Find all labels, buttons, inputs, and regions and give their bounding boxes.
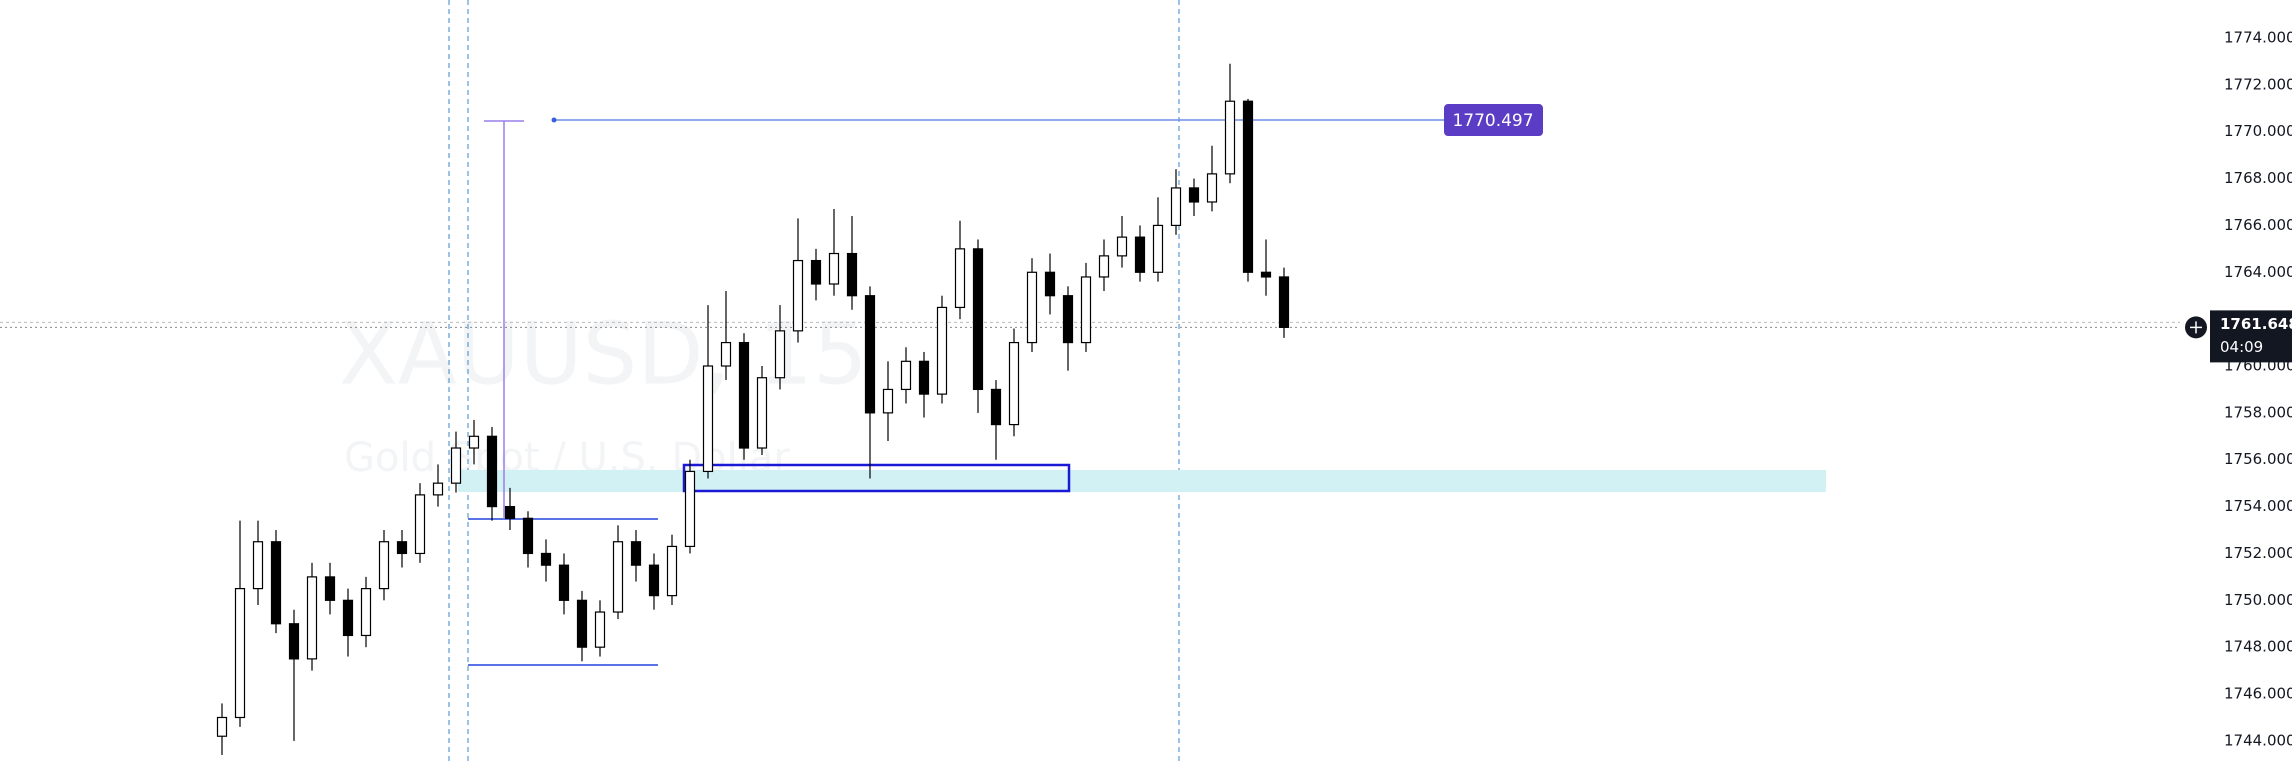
watermark-symbol: XAUUSD, 15 [339, 304, 868, 404]
y-tick-label: 1774.000 [2224, 28, 2292, 46]
candle-body [450, 447, 462, 484]
candle-body [594, 611, 606, 648]
candle-body [990, 388, 1002, 426]
candle-body [504, 505, 516, 519]
candle-body [954, 248, 966, 309]
candle-body [360, 588, 372, 637]
y-tick-label: 1746.000 [2224, 685, 2292, 703]
candle-body [1152, 224, 1164, 273]
line-anchor [551, 117, 557, 123]
y-tick-label: 1744.000 [2224, 731, 2292, 749]
vertical-dashed-lines [448, 0, 1180, 762]
candle-body [846, 252, 858, 297]
candle-body [414, 494, 426, 555]
candle-body [468, 435, 480, 449]
y-tick-label: 1764.000 [2224, 263, 2292, 281]
candle-body [648, 564, 660, 597]
last-price-label: 1761.648 [2220, 315, 2292, 333]
y-tick-label: 1756.000 [2224, 450, 2292, 468]
candle-body [684, 470, 696, 548]
candle-body [1278, 276, 1290, 328]
candle-body [252, 541, 264, 590]
candle-body [306, 576, 318, 660]
candle-body [432, 482, 444, 496]
candle-body [810, 259, 822, 285]
candle-body [1026, 271, 1038, 344]
price-line-label-box [1444, 104, 1543, 137]
candle-body [378, 541, 390, 590]
y-tick-label: 1758.000 [2224, 403, 2292, 421]
candle-body [1116, 236, 1128, 257]
candle-body [288, 623, 300, 660]
candle-body [918, 360, 930, 395]
candle-body [738, 341, 750, 449]
y-tick-label: 1772.000 [2224, 75, 2292, 93]
candle-body [1044, 271, 1056, 297]
candle-body [756, 377, 768, 449]
candle-body [1242, 100, 1254, 273]
zone [458, 470, 1826, 492]
y-tick-label: 1766.000 [2224, 216, 2292, 234]
candle-body [864, 295, 876, 414]
candle-body [900, 360, 912, 391]
candle-body [666, 545, 678, 597]
candle-body [558, 564, 570, 601]
candle-body [216, 716, 228, 737]
candle-body [702, 365, 714, 473]
y-tick-label: 1752.000 [2224, 544, 2292, 562]
candle-body [522, 517, 534, 555]
candle-body [774, 330, 786, 379]
price-line-label: 1770.497 [1452, 111, 1533, 131]
y-tick-label: 1748.000 [2224, 638, 2292, 656]
candle-body [1188, 187, 1200, 203]
y-tick-label: 1768.000 [2224, 169, 2292, 187]
candle-body [486, 435, 498, 508]
candle-body [720, 341, 732, 367]
candle-body [1206, 173, 1218, 203]
candle-body [972, 248, 984, 391]
box [682, 463, 1071, 493]
candle-body [1170, 187, 1182, 227]
y-tick-label: 1754.000 [2224, 497, 2292, 515]
candle-body [1260, 271, 1272, 278]
candle-body [1080, 276, 1092, 344]
candle-body [396, 541, 408, 555]
candle-body [324, 576, 336, 601]
candle-body [234, 588, 246, 719]
candle-body [1224, 100, 1236, 175]
candle-body [882, 388, 894, 414]
y-tick-label: 1750.000 [2224, 591, 2292, 609]
candle-body [576, 599, 588, 648]
candle-body [630, 541, 642, 566]
countdown-label: 04:09 [2220, 338, 2263, 356]
candle-body [828, 252, 840, 285]
candle-body [342, 599, 354, 637]
candle-body [1134, 236, 1146, 273]
candle-body [936, 306, 948, 395]
candle-body [1062, 295, 1074, 344]
candle-body [1098, 255, 1110, 278]
candle-body [612, 541, 624, 613]
candle-body [1008, 341, 1020, 426]
candle-body [792, 259, 804, 332]
candle-body [270, 541, 282, 625]
y-tick-label: 1770.000 [2224, 122, 2292, 140]
last-price-box [2210, 310, 2292, 363]
candle-body [540, 552, 552, 566]
